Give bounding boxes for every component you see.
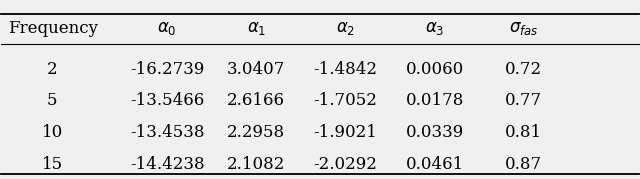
Text: -1.4842: -1.4842 xyxy=(314,61,378,78)
Text: -1.9021: -1.9021 xyxy=(314,124,378,141)
Text: 2.1082: 2.1082 xyxy=(227,156,285,173)
Text: 10: 10 xyxy=(42,124,63,141)
Text: 15: 15 xyxy=(42,156,63,173)
Text: $\alpha_1$: $\alpha_1$ xyxy=(246,20,266,37)
Text: 0.81: 0.81 xyxy=(506,124,543,141)
Text: $\sigma_{fas}$: $\sigma_{fas}$ xyxy=(509,20,539,37)
Text: 2.2958: 2.2958 xyxy=(227,124,285,141)
Text: 0.0339: 0.0339 xyxy=(406,124,464,141)
Text: 5: 5 xyxy=(47,93,58,109)
Text: 3.0407: 3.0407 xyxy=(227,61,285,78)
Text: 2: 2 xyxy=(47,61,58,78)
Text: -13.5466: -13.5466 xyxy=(130,93,204,109)
Text: 0.87: 0.87 xyxy=(506,156,543,173)
Text: 0.0178: 0.0178 xyxy=(406,93,464,109)
Text: 0.77: 0.77 xyxy=(506,93,543,109)
Text: 0.72: 0.72 xyxy=(506,61,543,78)
Text: -14.4238: -14.4238 xyxy=(130,156,204,173)
Text: $\alpha_0$: $\alpha_0$ xyxy=(157,20,177,37)
Text: 2.6166: 2.6166 xyxy=(227,93,285,109)
Text: -1.7052: -1.7052 xyxy=(314,93,378,109)
Text: -13.4538: -13.4538 xyxy=(130,124,204,141)
Text: -16.2739: -16.2739 xyxy=(130,61,204,78)
Text: 0.0060: 0.0060 xyxy=(406,61,464,78)
Text: -2.0292: -2.0292 xyxy=(314,156,378,173)
Text: Frequency: Frequency xyxy=(8,20,98,37)
Text: $\alpha_3$: $\alpha_3$ xyxy=(425,20,444,37)
Text: 0.0461: 0.0461 xyxy=(406,156,464,173)
Text: $\alpha_2$: $\alpha_2$ xyxy=(336,20,355,37)
